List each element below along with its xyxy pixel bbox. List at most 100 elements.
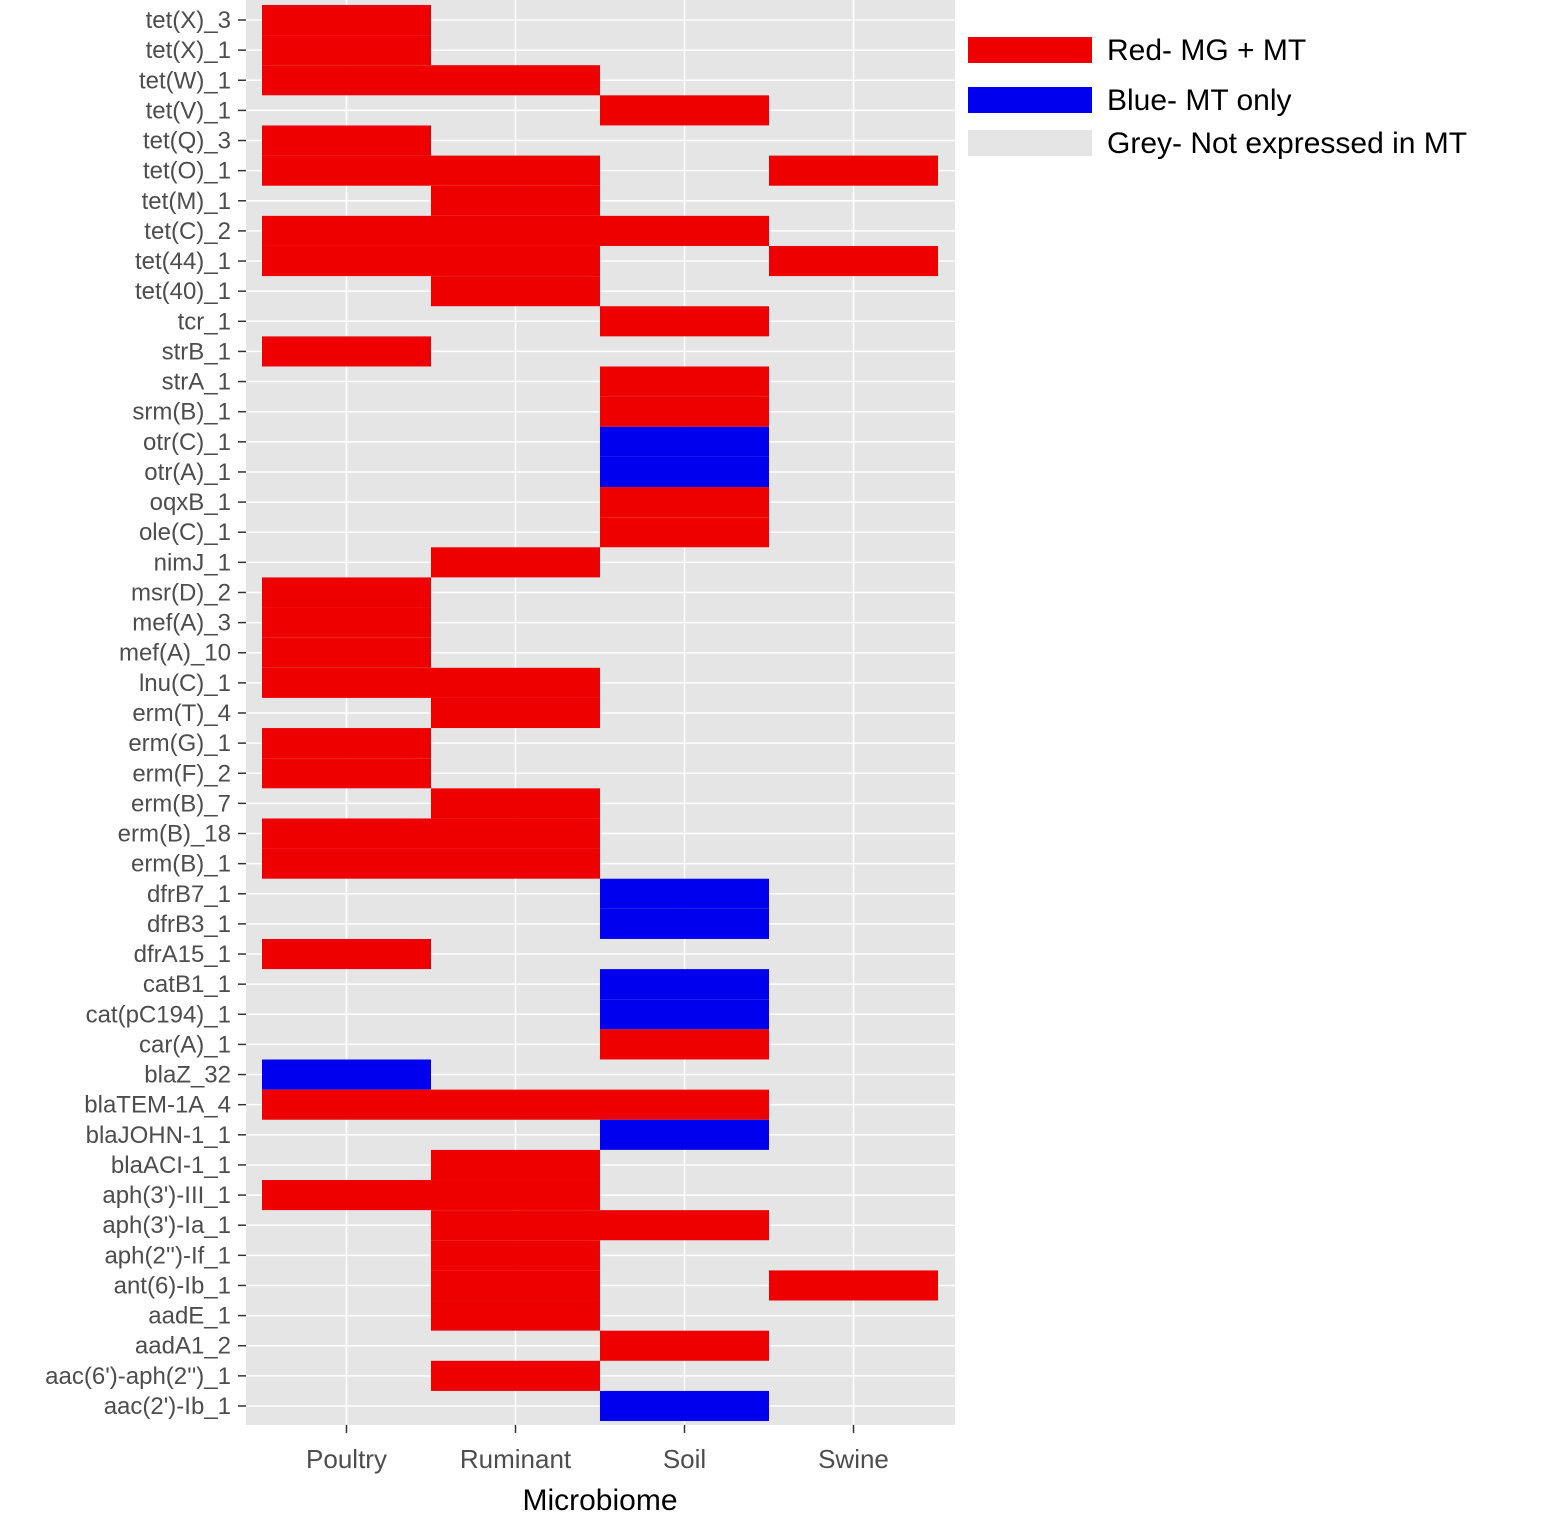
heatmap-tile [600,1029,769,1060]
heatmap-tile [262,728,431,759]
heatmap-tile [600,95,769,126]
y-tick-label: tet(O)_1 [143,158,231,185]
y-tick-label: catB1_1 [143,971,231,998]
y-tick-label: erm(G)_1 [128,730,231,757]
x-tick-label: Poultry [306,1444,387,1474]
heatmap-tile [600,487,769,518]
y-tick-label: lnu(C)_1 [139,670,231,697]
y-tick-label: tet(M)_1 [142,188,231,215]
heatmap-tile [769,245,938,277]
heatmap-tile [262,938,431,970]
y-tick-label: strA_1 [162,369,231,396]
y-tick-label: aph(2'')-If_1 [104,1242,231,1269]
heatmap-tile [431,1180,600,1211]
heatmap-tile [600,999,769,1030]
heatmap-tile [431,667,600,698]
heatmap-tile [431,1300,600,1331]
y-tick-label: dfrB7_1 [147,881,231,908]
heatmap-tile [262,215,431,246]
y-tick-label: erm(B)_7 [131,790,231,817]
y-tick-label: dfrA15_1 [134,941,231,968]
heatmap-tile [262,1180,431,1211]
heatmap-tile [431,185,600,216]
y-tick-label: tet(V)_1 [146,97,231,124]
y-axis: tet(X)_3 tet(X)_1 tet(W)_1 tet(V)_1 tet(Q)_3… [45,7,246,1420]
heatmap-tile [431,1270,600,1301]
y-tick-label: mef(A)_3 [132,610,231,637]
heatmap-tile [262,336,431,367]
heatmap-tile [262,607,431,638]
x-tick-label: Soil [663,1444,706,1474]
y-tick-label: blaJOHN-1_1 [86,1122,231,1149]
heatmap-tile [262,1089,431,1120]
legend-label: Grey- Not expressed in MT [1107,127,1467,160]
heatmap-tile [600,396,769,427]
y-tick-label: strB_1 [162,338,231,365]
heatmap-tile [600,215,769,246]
y-tick-label: tet(X)_3 [146,7,231,34]
heatmap-tile [600,306,769,337]
heatmap-tile [600,1119,769,1150]
heatmap-tile [600,426,769,457]
heatmap-tile [431,155,600,186]
x-axis: Poultry Ruminant Soil Swine [306,1425,889,1474]
y-tick-label: srm(B)_1 [132,399,231,426]
legend-label: Blue- MT only [1107,84,1292,117]
heatmap-tile [262,1059,431,1090]
y-tick-label: tet(Q)_3 [143,128,231,155]
y-tick-label: tet(C)_2 [144,218,231,245]
y-tick-label: erm(F)_2 [132,760,231,787]
heatmap-tile [431,215,600,246]
heatmap-tile [600,969,769,1000]
y-tick-label: tet(40)_1 [135,278,231,305]
heatmap-tile [769,1270,938,1301]
heatmap-tile [431,1240,600,1271]
heatmap-tile [262,667,431,698]
x-axis-title: Microbiome [522,1484,677,1517]
y-tick-label: otr(C)_1 [143,429,231,456]
y-tick-label: ant(6)-Ib_1 [114,1272,231,1299]
heatmap-tile [431,547,600,578]
heatmap-tile [262,848,431,879]
y-tick-label: tet(W)_1 [139,67,231,94]
y-tick-label: oqxB_1 [150,489,231,516]
heatmap-tile [431,697,600,729]
y-tick-label: tet(X)_1 [146,37,231,64]
heatmap-tile [262,245,431,277]
heatmap-tile [431,788,600,819]
tile-layer [262,4,938,1422]
heatmap-tile [431,848,600,879]
x-tick-label: Ruminant [460,1444,572,1474]
heatmap-tile [431,245,600,277]
heatmap-tile [262,4,431,36]
y-tick-label: ole(C)_1 [139,519,231,546]
y-tick-label: blaZ_32 [144,1062,231,1089]
legend-label: Red- MG + MT [1107,34,1306,67]
heatmap-tile [262,125,431,156]
y-tick-label: mef(A)_10 [119,640,231,667]
heatmap-tile [431,818,600,849]
heatmap-tile [600,908,769,939]
heatmap-tile [431,1360,600,1391]
legend-swatch [968,37,1092,63]
legend: Red- MG + MT Blue- MT only Grey- Not expre… [968,34,1467,160]
y-tick-label: dfrB3_1 [147,911,231,938]
heatmap-tile [262,818,431,849]
y-tick-label: aph(3')-Ia_1 [102,1212,231,1239]
legend-swatch [968,130,1092,156]
heatmap-tile [600,1210,769,1241]
legend-swatch [968,87,1092,113]
heatmap-tile [262,65,431,96]
heatmap-tile [600,517,769,548]
heatmap-tile [262,35,431,66]
y-tick-label: aadE_1 [148,1303,231,1330]
y-tick-label: aph(3')-III_1 [102,1182,231,1209]
y-tick-label: erm(B)_1 [131,851,231,878]
heatmap-tile [262,637,431,668]
heatmap-tile [262,155,431,186]
heatmap-tile [600,1089,769,1120]
heatmap-tile [600,366,769,397]
heatmap-tile [431,65,600,96]
